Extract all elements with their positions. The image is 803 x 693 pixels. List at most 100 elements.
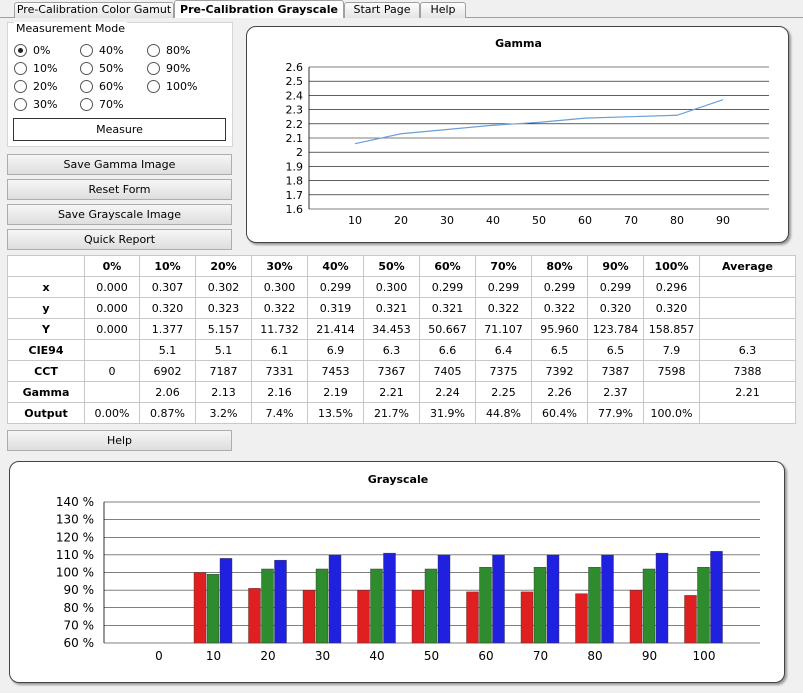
table-row: CCT 0 6902 7187 7331 7453 7367 7405 7375 7392 7387… [7,360,796,382]
table-cell: 71.107 [475,318,532,340]
table-row: y 0.000 0.320 0.323 0.322 0.319 0.321 0.321 0.32… [7,297,796,319]
radio-90[interactable]: 90% [147,61,190,75]
radio-50[interactable]: 50% [80,61,123,75]
row-header: Gamma [7,381,85,403]
grayscale-bar [588,567,601,644]
radio-label: 60% [99,79,124,93]
table-cell: 0.320 [139,297,196,319]
radio-60[interactable]: 60% [80,79,123,93]
gamma-y-tick-label: 2.2 [286,118,304,131]
table-cell: 2.24 [419,381,476,403]
table-cell: 7367 [363,360,420,382]
table-cell: 0.296 [643,276,700,298]
table-cell: 6.3 [363,339,420,361]
table-row: x 0.000 0.307 0.302 0.300 0.299 0.300 0.299 0.29… [7,276,796,298]
radio-80[interactable]: 80% [147,43,190,57]
radio-circle[interactable] [147,79,160,93]
radio-label: 0% [33,43,51,57]
measurement-table: 0% 10% 20% 30% 40% 50% 60% 70% 80% 90% 100% Average… [7,255,796,424]
table-cell: 50.667 [419,318,476,340]
table-cell: 0.00% [84,402,140,424]
tab-help[interactable]: Help [420,2,466,18]
measurement-mode-group: Measurement Mode 0% 10% 20% 30% 40% 50% … [7,22,233,147]
column-header: 80% [531,255,588,277]
quick-report-button[interactable]: Quick Report [7,229,232,250]
radio-0[interactable]: 0% [14,43,50,57]
row-header: x [7,276,85,298]
measure-button[interactable]: Measure [13,118,226,141]
radio-circle[interactable] [147,61,160,75]
radio-70[interactable]: 70% [80,97,123,111]
grayscale-bar [437,554,451,644]
radio-circle[interactable] [14,97,27,111]
table-cell: 7405 [419,360,476,382]
gamma-x-tick-label: 30 [440,214,454,227]
table-cell [699,318,796,340]
radio-20[interactable]: 20% [14,79,57,93]
radio-circle[interactable] [14,61,27,75]
radio-circle[interactable] [14,79,27,93]
radio-circle[interactable] [80,43,93,57]
tab-color-gamut[interactable]: Pre-Calibration Color Gamut [14,2,174,18]
table-cell: 0.322 [475,297,532,319]
gamma-x-tick-label: 80 [670,214,684,227]
grayscale-bar [274,559,287,644]
radio-label: 30% [33,97,58,111]
radio-circle[interactable] [80,61,93,75]
table-cell: 6.5 [587,339,644,361]
gamma-x-tick-label: 50 [532,214,546,227]
table-cell [699,402,796,424]
gamma-y-tick-label: 2.5 [286,75,304,88]
save-grayscale-image-button[interactable]: Save Grayscale Image [7,204,232,225]
radio-100[interactable]: 100% [147,79,197,93]
radio-circle[interactable] [80,79,93,93]
table-cell: 0.323 [195,297,252,319]
radio-circle[interactable] [14,43,27,57]
grayscale-bar [206,574,220,644]
tab-start-page[interactable]: Start Page [344,2,420,18]
radio-circle[interactable] [147,43,160,57]
grayscale-bar [383,552,396,644]
gamma-y-tick-label: 2.1 [286,132,304,145]
radio-circle[interactable] [80,97,93,111]
grayscale-bar [411,589,425,644]
radio-40[interactable]: 40% [80,43,123,57]
table-cell: 6.5 [531,339,588,361]
reset-form-button[interactable]: Reset Form [7,179,232,200]
grayscale-bar [533,567,547,644]
tab-grayscale[interactable]: Pre-Calibration Grayscale [174,0,344,18]
radio-10[interactable]: 10% [14,61,57,75]
table-cell: 0.300 [251,276,308,298]
radio-30[interactable]: 30% [14,97,57,111]
table-cell: 0.300 [363,276,420,298]
gamma-y-tick-label: 1.6 [286,203,304,216]
table-cell: 77.9% [587,402,644,424]
table-cell: 0.302 [195,276,252,298]
column-header: Average [699,255,796,277]
table-cell: 1.377 [139,318,196,340]
table-cell [643,381,700,403]
grayscale-x-tick-label: 30 [315,649,330,663]
radio-label: 50% [99,61,124,75]
grayscale-bar [424,568,438,644]
help-button[interactable]: Help [7,430,232,451]
save-gamma-image-button[interactable]: Save Gamma Image [7,154,232,175]
table-cell [699,276,796,298]
grayscale-bar [655,552,669,644]
gamma-x-tick-label: 10 [348,214,362,227]
grayscale-chart: 60 % 70 % 80 % 90 % 100 % 110 % 120 % 130 % 140 … [56,495,760,663]
table-cell: 0.000 [84,318,140,340]
table-cell: 11.732 [251,318,308,340]
table-cell: 0.299 [475,276,532,298]
row-header: Y [7,318,85,340]
gamma-chart-title: Gamma [495,37,542,50]
table-cell: 2.37 [587,381,644,403]
table-cell: 95.960 [531,318,588,340]
table-cell: 7.4% [251,402,308,424]
table-cell: 0.307 [139,276,196,298]
table-cell: 31.9% [419,402,476,424]
table-cell: 0.322 [251,297,308,319]
table-cell: 7453 [307,360,364,382]
table-cell: 6.1 [251,339,308,361]
table-cell: 5.1 [139,339,196,361]
